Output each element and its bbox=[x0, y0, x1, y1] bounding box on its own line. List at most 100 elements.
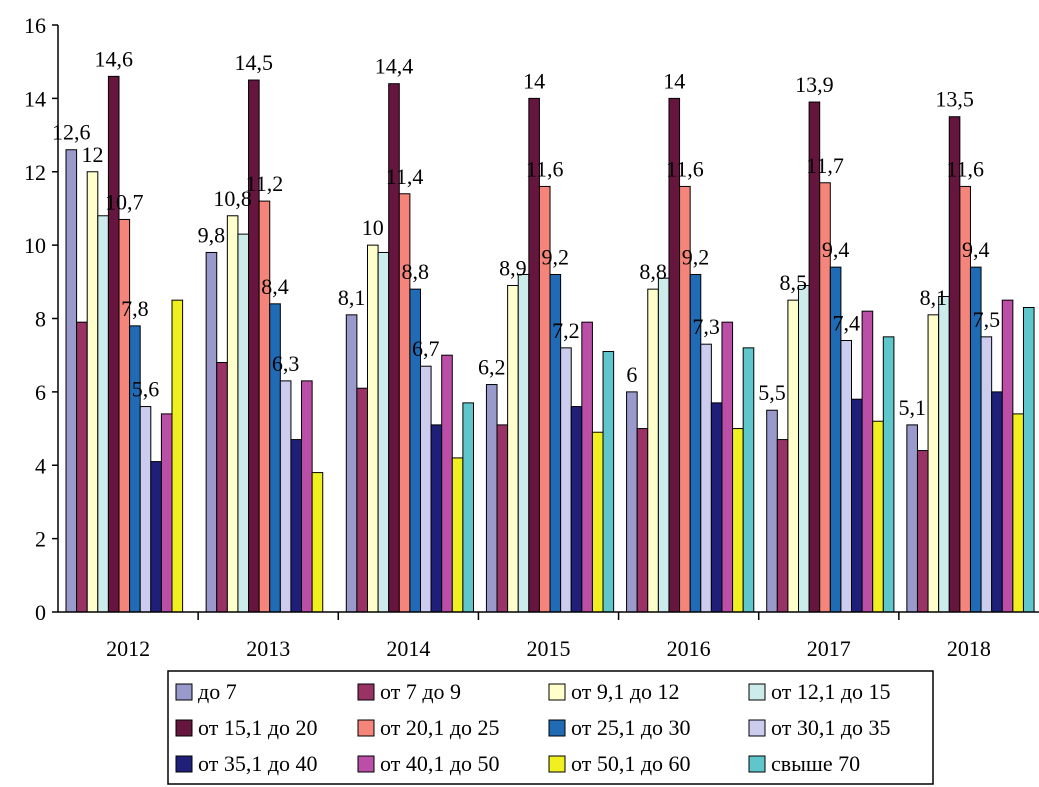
data-label: 9,2 bbox=[542, 245, 570, 270]
bar-2012-series-4 bbox=[108, 76, 119, 612]
bar-2018-series-9 bbox=[1002, 300, 1013, 612]
bar-2012-series-9 bbox=[161, 414, 172, 612]
data-label: 12 bbox=[82, 142, 104, 167]
y-tick-label: 8 bbox=[35, 307, 46, 332]
y-tick-label: 4 bbox=[35, 453, 46, 478]
bar-2015-series-8 bbox=[571, 407, 582, 612]
y-tick-label: 10 bbox=[24, 233, 46, 258]
bar-2018-series-2 bbox=[928, 315, 939, 612]
bar-2016-series-1 bbox=[637, 429, 648, 612]
data-label: 8,1 bbox=[338, 285, 366, 310]
bar-2016-series-0 bbox=[627, 392, 638, 612]
legend-swatch bbox=[176, 684, 192, 700]
bar-2015-series-10 bbox=[592, 432, 603, 612]
data-label: 6,2 bbox=[478, 355, 506, 380]
bar-2018-series-7 bbox=[981, 337, 992, 612]
data-label: 14,6 bbox=[94, 46, 133, 71]
bar-2015-series-2 bbox=[508, 285, 519, 612]
legend-label: от 50,1 до 60 bbox=[571, 751, 691, 776]
legend-label: свыше 70 bbox=[771, 751, 860, 776]
bar-2018-series-11 bbox=[1023, 307, 1034, 612]
data-label: 11,6 bbox=[666, 156, 704, 181]
data-label: 8,8 bbox=[401, 259, 429, 284]
y-tick-label: 14 bbox=[24, 86, 46, 111]
bar-2017-series-4 bbox=[809, 102, 820, 612]
bar-2013-series-0 bbox=[206, 252, 217, 612]
legend-label: от 30,1 до 35 bbox=[771, 715, 891, 740]
bar-2018-series-8 bbox=[992, 392, 1003, 612]
bar-2017-series-8 bbox=[852, 399, 863, 612]
bar-2013-series-2 bbox=[227, 216, 238, 612]
legend-label: от 12,1 до 15 bbox=[771, 679, 891, 704]
bar-2016-series-9 bbox=[722, 322, 733, 612]
bar-2012-series-1 bbox=[77, 322, 88, 612]
bar-2014-series-5 bbox=[399, 194, 410, 612]
bar-2017-series-1 bbox=[777, 440, 788, 612]
data-label: 13,5 bbox=[935, 87, 974, 112]
bar-2014-series-11 bbox=[463, 403, 474, 612]
data-label: 8,4 bbox=[261, 274, 289, 299]
legend-label: от 9,1 до 12 bbox=[571, 679, 680, 704]
bar-2012-series-0 bbox=[66, 150, 77, 612]
data-label: 9,8 bbox=[198, 223, 226, 248]
bar-2012-series-7 bbox=[140, 407, 151, 612]
bar-2012-series-5 bbox=[119, 219, 130, 612]
bar-2015-series-11 bbox=[603, 352, 614, 612]
data-label: 9,4 bbox=[962, 237, 990, 262]
bar-2014-series-9 bbox=[442, 355, 453, 612]
bar-2015-series-7 bbox=[561, 348, 572, 612]
bar-2014-series-3 bbox=[378, 252, 389, 612]
bar-2017-series-0 bbox=[767, 410, 778, 612]
data-label: 7,5 bbox=[973, 307, 1001, 332]
bar-2017-series-11 bbox=[883, 337, 894, 612]
bar-2012-series-2 bbox=[87, 172, 98, 612]
x-tick-label: 2012 bbox=[106, 636, 150, 661]
data-label: 6 bbox=[626, 362, 637, 387]
legend-label: от 25,1 до 30 bbox=[571, 715, 691, 740]
bar-2017-series-10 bbox=[873, 421, 884, 612]
bar-2013-series-5 bbox=[259, 201, 270, 612]
data-label: 8,9 bbox=[499, 256, 527, 281]
data-label: 5,6 bbox=[132, 377, 160, 402]
x-tick-label: 2013 bbox=[246, 636, 290, 661]
bar-2012-series-6 bbox=[130, 326, 141, 612]
legend-swatch bbox=[358, 756, 374, 772]
legend-swatch bbox=[176, 756, 192, 772]
legend-label: от 20,1 до 25 bbox=[380, 715, 500, 740]
legend-label: от 15,1 до 20 bbox=[198, 715, 318, 740]
legend-swatch bbox=[749, 684, 765, 700]
bar-2012-series-3 bbox=[98, 216, 109, 612]
bar-2014-series-10 bbox=[452, 458, 463, 612]
data-label: 5,5 bbox=[758, 380, 786, 405]
legend-swatch bbox=[749, 720, 765, 736]
data-label: 11,4 bbox=[386, 164, 424, 189]
bar-2016-series-8 bbox=[711, 403, 722, 612]
bar-2013-series-10 bbox=[312, 473, 323, 612]
data-label: 8,1 bbox=[920, 285, 948, 310]
bar-2015-series-1 bbox=[497, 425, 508, 612]
bar-2013-series-8 bbox=[291, 440, 302, 612]
bar-2015-series-0 bbox=[486, 385, 497, 612]
data-label: 8,5 bbox=[779, 270, 807, 295]
y-tick-label: 12 bbox=[24, 160, 46, 185]
data-label: 14 bbox=[663, 68, 685, 93]
legend: до 7 от 7 до 9 от 9,1 до 12 от 12,1 до 15 от… bbox=[168, 671, 933, 784]
data-label: 8,8 bbox=[639, 259, 667, 284]
data-label: 11,6 bbox=[526, 156, 564, 181]
legend-swatch bbox=[549, 720, 565, 736]
legend-swatch bbox=[549, 756, 565, 772]
data-label: 11,2 bbox=[246, 171, 284, 196]
bar-2014-series-8 bbox=[431, 425, 442, 612]
data-label: 11,7 bbox=[806, 153, 844, 178]
bar-2017-series-2 bbox=[788, 300, 799, 612]
bar-2016-series-2 bbox=[648, 289, 659, 612]
bar-2015-series-9 bbox=[582, 322, 593, 612]
data-label: 10 bbox=[362, 215, 384, 240]
bar-2013-series-7 bbox=[280, 381, 291, 612]
data-label: 10,7 bbox=[105, 189, 144, 214]
x-tick-label: 2014 bbox=[386, 636, 430, 661]
bar-2014-series-0 bbox=[346, 315, 357, 612]
y-tick-label: 16 bbox=[24, 13, 46, 38]
legend-swatch bbox=[549, 684, 565, 700]
